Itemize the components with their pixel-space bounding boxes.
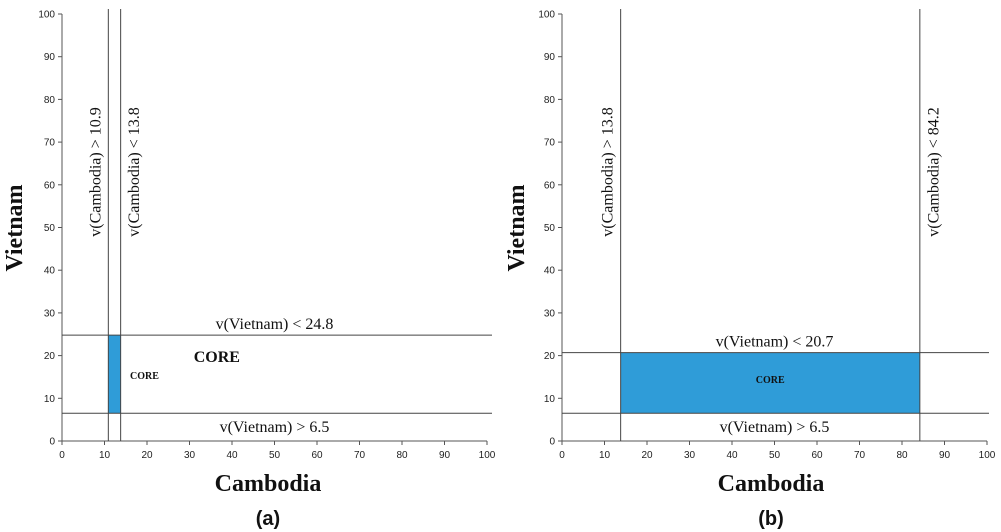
y-tick-label: 90 [544, 52, 556, 63]
y-tick-label: 40 [44, 266, 56, 277]
constraint-label: v(Cambodia) < 84.2 [925, 107, 942, 236]
x-tick-label: 60 [311, 450, 323, 461]
x-tick-label: 10 [599, 450, 611, 461]
y-tick-label: 80 [44, 95, 56, 106]
x-tick-label: 80 [396, 450, 408, 461]
x-axis-title: Cambodia [718, 471, 825, 497]
y-tick-label: 40 [544, 266, 556, 277]
y-tick-label: 60 [44, 180, 56, 191]
core-region [620, 352, 920, 414]
x-tick-label: 70 [354, 450, 366, 461]
constraint-label: v(Cambodia) < 13.8 [126, 107, 143, 236]
y-tick-label: 100 [538, 10, 555, 21]
core-region [108, 335, 121, 414]
constraint-label: v(Vietnam) > 6.5 [220, 419, 330, 436]
chart-panel-b: 0 10 20 30 40 50 60 70 80 90 100 0 10 20 30 40 50 60 70 80 9… [504, 9, 996, 530]
x-tick-label: 70 [854, 450, 866, 461]
y-tick-label: 100 [38, 10, 55, 21]
y-tick-label: 80 [544, 95, 556, 106]
y-tick-label: 30 [44, 308, 56, 319]
y-tick-label: 20 [544, 351, 556, 362]
x-tick-label: 0 [59, 450, 65, 461]
x-tick-label: 40 [226, 450, 238, 461]
x-tick-label: 30 [184, 450, 196, 461]
x-tick-label: 60 [811, 450, 823, 461]
constraint-label: v(Cambodia) > 10.9 [87, 107, 104, 236]
chart-panel-a: 0 10 20 30 40 50 60 70 80 90 100 0 10 20 30 40 50 60 70 80 9… [2, 9, 496, 530]
y-tick-label: 0 [549, 437, 555, 448]
x-tick-label: 90 [939, 450, 951, 461]
y-axis-title: Vietnam [2, 184, 28, 271]
x-tick-label: 0 [559, 450, 565, 461]
x-tick-label: 20 [141, 450, 153, 461]
y-tick-label: 70 [44, 138, 56, 149]
panel-label: (b) [758, 508, 784, 530]
y-tick-label: 90 [44, 52, 56, 63]
x-axis-title: Cambodia [215, 471, 322, 497]
constraint-label: v(Vietnam) < 24.8 [216, 316, 334, 333]
constraint-label: v(Vietnam) < 20.7 [716, 334, 834, 351]
x-tick-label: 20 [641, 450, 653, 461]
x-tick-label: 50 [269, 450, 281, 461]
y-tick-label: 20 [44, 351, 56, 362]
y-tick-label: 10 [544, 394, 556, 405]
y-tick-label: 50 [44, 223, 56, 234]
constraint-label: v(Cambodia) > 13.8 [600, 107, 617, 236]
y-tick-label: 30 [544, 308, 556, 319]
x-tick-label: 90 [439, 450, 451, 461]
x-tick-label: 100 [479, 450, 496, 461]
y-tick-label: 10 [44, 394, 56, 405]
panel-label: (a) [256, 508, 280, 530]
y-tick-label: 60 [544, 180, 556, 191]
x-tick-label: 10 [99, 450, 111, 461]
x-tick-label: 80 [896, 450, 908, 461]
y-tick-label: 70 [544, 138, 556, 149]
y-axis-title: Vietnam [504, 184, 530, 271]
y-tick-label: 0 [49, 437, 55, 448]
y-tick-label: 50 [544, 223, 556, 234]
x-tick-label: 100 [979, 450, 996, 461]
x-tick-label: 40 [726, 450, 738, 461]
x-tick-label: 30 [684, 450, 696, 461]
constraint-label: v(Vietnam) > 6.5 [720, 419, 830, 436]
core-label: CORE [194, 349, 240, 366]
x-tick-label: 50 [769, 450, 781, 461]
core-label: CORE [130, 371, 159, 382]
core-label: CORE [756, 375, 785, 386]
